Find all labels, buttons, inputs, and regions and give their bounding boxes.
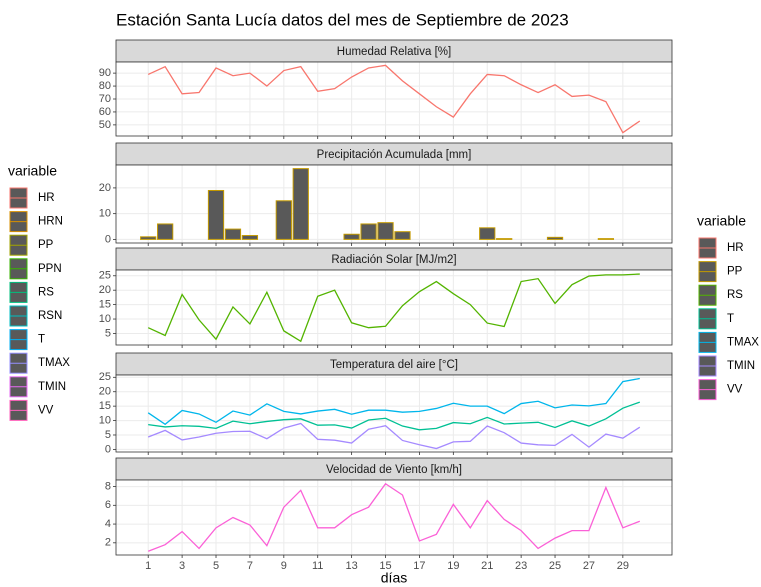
panel-border (115, 374, 673, 453)
x-tick-label: 19 (447, 560, 459, 572)
bar (140, 236, 157, 240)
legend-label: HR (727, 242, 744, 254)
data-line (147, 482, 641, 552)
panel-title: Precipitación Acumulada [mm] (317, 149, 472, 161)
bar (157, 223, 174, 240)
panel-border (115, 479, 673, 556)
data-line (147, 273, 640, 343)
bar (546, 236, 564, 240)
panel-border (115, 164, 673, 244)
y-tick-label: 5 (105, 327, 111, 339)
legend-label: TMIN (727, 360, 755, 372)
bar (394, 231, 411, 240)
legend-label: T (727, 313, 734, 325)
panel-title: Velocidad de Viento [km/h] (326, 464, 462, 476)
legend-title: variable (8, 163, 57, 179)
legend-label: TMAX (38, 357, 70, 369)
x-tick-label: 27 (583, 560, 595, 572)
panel-border (115, 269, 673, 346)
legend-label: HRN (38, 216, 63, 228)
bar (496, 238, 513, 240)
bar (224, 228, 242, 240)
x-tick-label: 21 (481, 560, 493, 572)
y-tick-label: 15 (99, 299, 111, 311)
panel-border (115, 61, 673, 137)
legend-label: PP (727, 266, 743, 278)
x-tick-label: 3 (179, 560, 185, 572)
legend-label: PP (38, 239, 54, 251)
panel-background (116, 270, 672, 345)
x-tick-label: 29 (617, 560, 629, 572)
legend-label: RS (727, 289, 743, 301)
bar (479, 227, 496, 240)
data-line (148, 401, 641, 431)
y-tick-label: 80 (99, 80, 111, 92)
y-tick-label: 20 (99, 182, 111, 194)
y-tick-label: 10 (99, 414, 111, 426)
y-tick-label: 10 (99, 208, 111, 220)
x-tick-label: 17 (413, 560, 425, 572)
bar (597, 238, 615, 240)
bar (241, 235, 259, 240)
data-line (147, 422, 641, 450)
bar (275, 200, 292, 240)
panel-title: Radiación Solar [MJ/m2] (331, 254, 456, 266)
chart-title: Estación Santa Lucía datos del mes de Se… (116, 10, 569, 29)
x-tick-label: 5 (213, 560, 219, 572)
x-tick-label: 9 (281, 560, 287, 572)
legend-label: PPN (38, 263, 62, 275)
legend-label: HR (38, 192, 55, 204)
legend-title: variable (697, 213, 746, 229)
panel-title: Humedad Relativa [%] (337, 46, 451, 58)
y-tick-label: 8 (105, 480, 111, 492)
y-tick-label: 10 (99, 313, 111, 325)
y-tick-label: 2 (105, 537, 111, 549)
y-tick-label: 0 (105, 443, 111, 455)
y-tick-label: 90 (99, 67, 111, 79)
data-line (147, 64, 641, 134)
x-axis-label: días (381, 570, 407, 586)
x-tick-label: 25 (549, 560, 561, 572)
legend-label: RSN (38, 310, 62, 322)
x-tick-label: 23 (515, 560, 527, 572)
bar (207, 189, 225, 240)
y-tick-label: 20 (99, 386, 111, 398)
legend-label: T (38, 334, 45, 346)
legend-label: VV (38, 404, 54, 416)
data-line (147, 377, 640, 426)
legend-label: VV (727, 384, 743, 396)
bar (360, 223, 377, 240)
y-tick-label: 0 (105, 233, 111, 245)
legend-label: RS (38, 286, 54, 298)
y-tick-label: 15 (99, 400, 111, 412)
x-tick-label: 13 (345, 560, 357, 572)
y-tick-label: 4 (105, 518, 111, 530)
y-tick-label: 60 (99, 106, 111, 118)
y-tick-label: 70 (99, 93, 111, 105)
x-tick-label: 11 (312, 560, 323, 572)
panel-title: Temperatura del aire [°C] (330, 359, 458, 371)
y-tick-label: 5 (105, 429, 111, 441)
y-tick-label: 25 (99, 270, 111, 282)
legend-label: TMIN (38, 381, 66, 393)
bar (343, 233, 360, 240)
x-tick-label: 1 (145, 560, 151, 572)
bar (292, 168, 309, 240)
x-tick-label: 7 (247, 560, 253, 572)
y-tick-label: 50 (99, 119, 111, 131)
legend-label: TMAX (727, 336, 759, 348)
y-tick-label: 25 (99, 371, 111, 383)
bar (377, 222, 394, 240)
x-tick-label: 15 (379, 560, 391, 572)
y-tick-label: 20 (99, 284, 111, 296)
y-tick-label: 6 (105, 499, 111, 511)
